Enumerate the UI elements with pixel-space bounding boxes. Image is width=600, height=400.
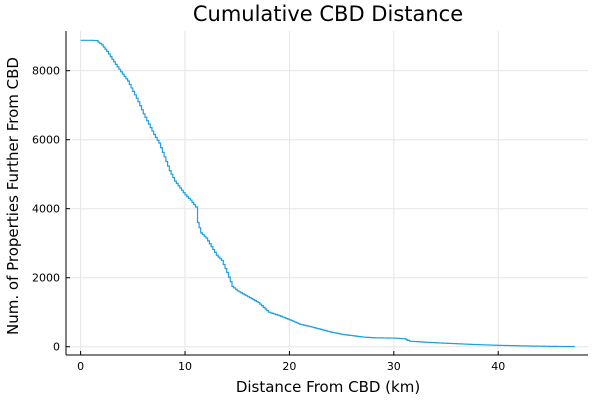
y-tick-label: 6000 (32, 134, 60, 147)
series-layer (80, 39, 576, 348)
x-tick-label: 30 (387, 360, 401, 373)
grid-lines (66, 31, 588, 355)
series-line (80, 39, 576, 348)
y-tick-label: 8000 (32, 65, 60, 78)
tick-marks (66, 70, 499, 355)
y-tick-label: 4000 (32, 203, 60, 216)
chart-title: Cumulative CBD Distance (193, 2, 463, 26)
x-tick-label: 0 (77, 360, 84, 373)
y-axis-label: Num. of Properties Further From CBD (4, 57, 22, 335)
y-tick-label: 2000 (32, 272, 60, 285)
x-axis-label: Distance From CBD (km) (236, 378, 420, 396)
axes (65, 31, 588, 356)
x-tick-label: 40 (491, 360, 505, 373)
x-tick-label: 20 (282, 360, 296, 373)
y-tick-label: 0 (53, 341, 60, 354)
x-tick-label: 10 (178, 360, 192, 373)
